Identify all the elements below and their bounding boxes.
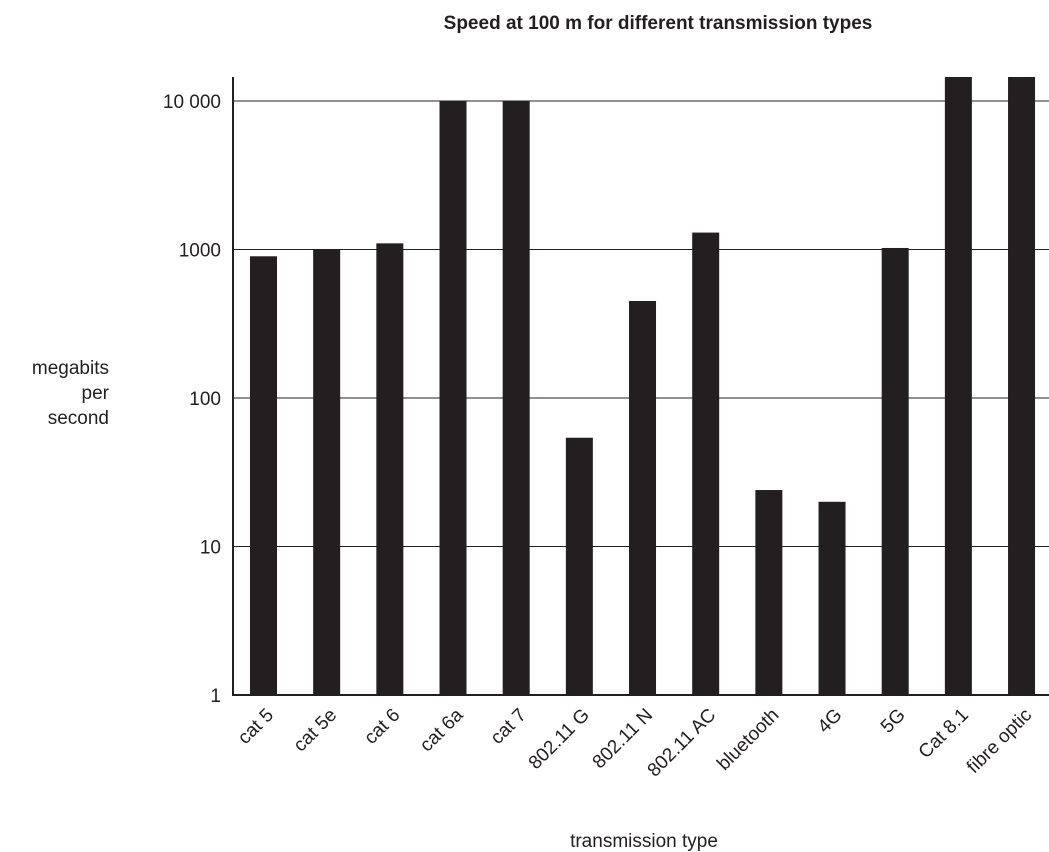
x-category-label: cat 6	[360, 705, 404, 749]
bar	[692, 232, 720, 695]
x-axis-title: transmission type	[570, 831, 718, 852]
y-axis-title: megabits per second	[32, 358, 110, 429]
x-category-label: cat 5e	[290, 705, 341, 756]
x-category-label: cat 7	[487, 705, 531, 749]
bar	[439, 101, 467, 695]
bar	[565, 437, 593, 695]
y-axis-title-line-3: second	[48, 408, 109, 429]
bar	[629, 300, 657, 695]
axes	[232, 77, 1049, 696]
bar	[376, 243, 404, 695]
bar	[502, 101, 530, 695]
y-axis-title-line-1: megabits	[32, 358, 109, 379]
y-tick-label: 10 000	[163, 92, 221, 113]
x-category-label: bluetooth	[713, 705, 783, 775]
x-category-label: 5G	[877, 705, 910, 738]
x-category-label: cat 6a	[416, 704, 468, 756]
bar	[818, 501, 846, 695]
y-axis-ticks: 1 10 100 1000 10 000	[163, 92, 221, 707]
x-category-label: cat 5	[234, 705, 278, 749]
bar	[881, 247, 909, 695]
bar	[755, 490, 783, 695]
x-category-label: fibre optic	[963, 705, 1036, 778]
x-category-label: 802.11 G	[525, 705, 594, 774]
chart-title: Speed at 100 m for different transmissio…	[444, 13, 873, 34]
bar	[250, 256, 277, 695]
bars	[250, 77, 1036, 695]
x-category-label: Cat 8.1	[915, 705, 973, 763]
bar	[1008, 77, 1036, 695]
y-tick-label: 1000	[179, 241, 221, 262]
y-tick-label: 1	[210, 686, 221, 707]
bar	[944, 77, 972, 695]
x-category-label: 4G	[814, 705, 847, 738]
y-tick-label: 100	[189, 389, 221, 410]
y-axis-title-line-2: per	[82, 383, 110, 404]
x-category-label: 802.11 AC	[644, 705, 721, 782]
bar	[313, 249, 341, 695]
y-tick-label: 10	[200, 538, 221, 559]
